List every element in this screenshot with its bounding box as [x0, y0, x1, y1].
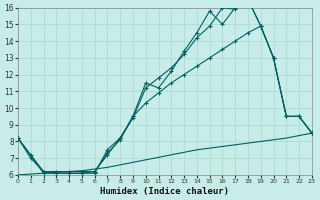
X-axis label: Humidex (Indice chaleur): Humidex (Indice chaleur) [100, 187, 229, 196]
